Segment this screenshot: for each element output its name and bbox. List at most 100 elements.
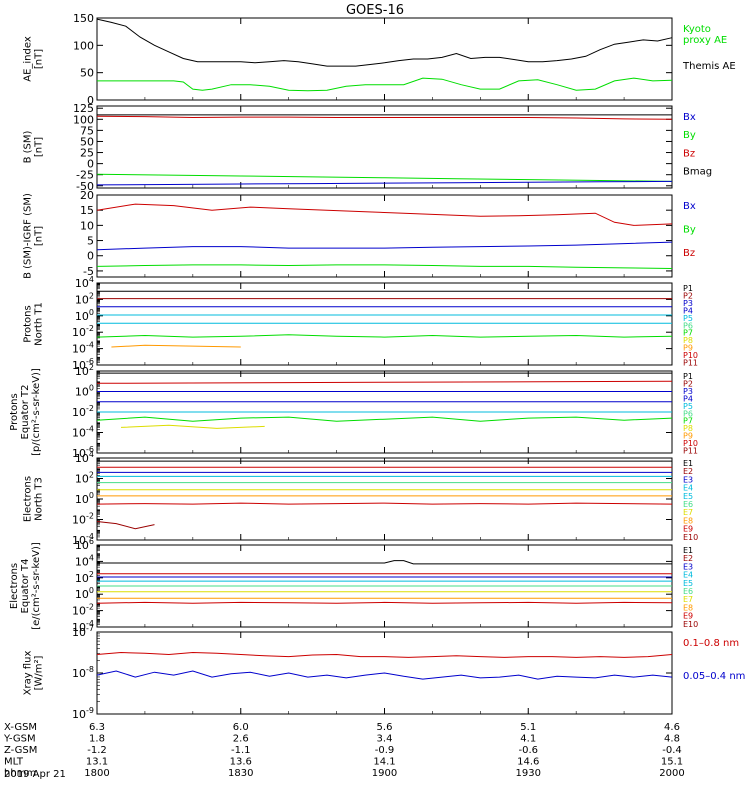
y-tick-label: 150 — [73, 12, 94, 25]
series-line-1 — [97, 560, 672, 565]
legend-entry: P1 — [683, 284, 693, 293]
y-axis-label: [p/(cm²-s-sr-keV)] — [31, 368, 42, 456]
time-row-label: X-GSM — [4, 722, 37, 733]
legend-entry: P1 — [683, 372, 693, 381]
y-axis-label: [W/m²] — [34, 655, 45, 690]
legend-entry: E2 — [683, 467, 693, 476]
y-tick-label: 10-4 — [72, 532, 94, 547]
legend-entry: E5 — [683, 579, 693, 588]
legend-entry: E5 — [683, 492, 693, 501]
y-tick-label: 125 — [73, 102, 94, 115]
time-row-value: 13.1 — [86, 757, 108, 768]
time-row-value: -0.9 — [375, 745, 395, 756]
y-tick-label: 10-2 — [72, 324, 94, 339]
y-tick-label: 104 — [75, 275, 94, 290]
legend-entry: E2 — [683, 554, 693, 563]
legend-entry: P9 — [683, 344, 693, 353]
y-tick-label: 5 — [87, 235, 94, 248]
y-axis-label: [nT] — [34, 226, 45, 246]
legend-entry: P4 — [683, 306, 693, 315]
y-axis-label: Equator T4 — [20, 559, 31, 614]
legend-entry: By — [683, 224, 696, 235]
time-row-value: 6.0 — [233, 722, 249, 733]
time-row-value: 4.1 — [520, 734, 536, 745]
time-row-value: 14.6 — [517, 757, 539, 768]
y-axis-label: B (SM)-IGRF (SM) — [23, 193, 34, 279]
y-tick-label: 10-4 — [72, 425, 94, 440]
time-row-value: 3.4 — [377, 734, 393, 745]
y-tick-label: 10-4 — [72, 341, 94, 356]
series-line-1 — [96, 651, 673, 658]
panel-legend: Bx By Bz — [683, 201, 696, 259]
legend-entry: E10 — [683, 620, 698, 629]
legend-entry: E10 — [683, 533, 698, 542]
legend-entry: E4 — [683, 484, 693, 493]
series-line-3 — [96, 173, 673, 182]
y-axis-label: [nT] — [34, 49, 45, 69]
time-row-value: 1800 — [84, 768, 109, 779]
legend-entry: 0.05–0.4 nm — [683, 671, 745, 682]
date-label: 2019 Apr 21 — [4, 769, 66, 780]
y-tick-label: 102 — [75, 363, 94, 378]
y-axis-label: Xray flux — [23, 651, 34, 696]
legend-entry: P11 — [683, 359, 698, 368]
time-row-value: 1.8 — [89, 734, 105, 745]
legend-entry: P4 — [683, 394, 693, 403]
series-line-6 — [96, 416, 673, 422]
legend-entry: E7 — [683, 508, 693, 517]
legend-entry: E9 — [683, 612, 693, 621]
legend-entry: E3 — [683, 475, 693, 484]
time-row-value: -1.2 — [87, 745, 107, 756]
y-tick-label: 0 — [87, 250, 94, 263]
y-tick-label: 10-6 — [72, 357, 94, 372]
time-row-label: Z-GSM — [4, 745, 37, 756]
y-axis-label: AE_index — [23, 36, 34, 82]
series-line-2 — [96, 115, 673, 120]
legend-entry: E6 — [683, 500, 693, 509]
legend-entry: P7 — [683, 329, 693, 338]
legend-entry: Bmag — [683, 167, 712, 178]
y-tick-label: 10-7 — [72, 624, 94, 639]
time-row-value: 5.6 — [377, 722, 393, 733]
y-axis-label: Electrons — [9, 563, 20, 609]
time-row-value: -0.4 — [662, 745, 682, 756]
time-row-value: 4.6 — [664, 722, 680, 733]
series-line-8 — [96, 601, 673, 604]
panel-legend: Bx By Bz Bmag — [683, 112, 712, 178]
y-tick-label: 104 — [75, 450, 94, 465]
series-line-3 — [96, 264, 673, 269]
time-axis-table: 2019 Apr 21 X-GSM 6.3 6.0 5.6 5.1 4.6 Y-GSM 1.8… — [3, 722, 685, 780]
y-axis-label: Electrons — [23, 476, 34, 522]
time-row-value: 4.8 — [664, 734, 680, 745]
y-axis-label: [e/(cm²-s-sr-keV)] — [31, 542, 42, 630]
legend-entry: Kyoto — [683, 24, 711, 35]
legend-entry: Bz — [683, 148, 695, 159]
series-line-1 — [96, 18, 673, 67]
y-tick-label: 100 — [73, 113, 94, 126]
time-row-value: 1900 — [372, 768, 397, 779]
legend-entry: P6 — [683, 409, 693, 418]
y-tick-label: 20 — [80, 189, 94, 202]
y-tick-label: 50 — [80, 67, 94, 80]
panel-3: -5 0 5 10 15 20 B (SM)-IGRF (SM) [nT] Bx By Bz — [23, 189, 696, 279]
y-tick-label: 50 — [80, 135, 94, 148]
legend-entry: E1 — [683, 546, 693, 555]
time-row-value: 2000 — [659, 768, 684, 779]
y-tick-label: 100 — [75, 491, 94, 506]
panel-legend: 0.1–0.8 nm 0.05–0.4 nm — [683, 638, 745, 682]
time-row-value: 2.6 — [233, 734, 249, 745]
y-tick-label: 100 — [75, 384, 94, 399]
legend-entry: 0.1–0.8 nm — [683, 638, 739, 649]
y-tick-label: 100 — [75, 586, 94, 601]
time-row-value: -1.1 — [231, 745, 251, 756]
panel-6: 10-4 10-2 100 102 104 Electrons North T3 E1E2E3… — [23, 450, 699, 547]
y-axis-label: Protons — [9, 393, 20, 430]
series-line-1 — [96, 203, 673, 226]
legend-entry: E6 — [683, 587, 693, 596]
legend-entry: Bx — [683, 201, 696, 212]
y-tick-label: 102 — [75, 291, 94, 306]
